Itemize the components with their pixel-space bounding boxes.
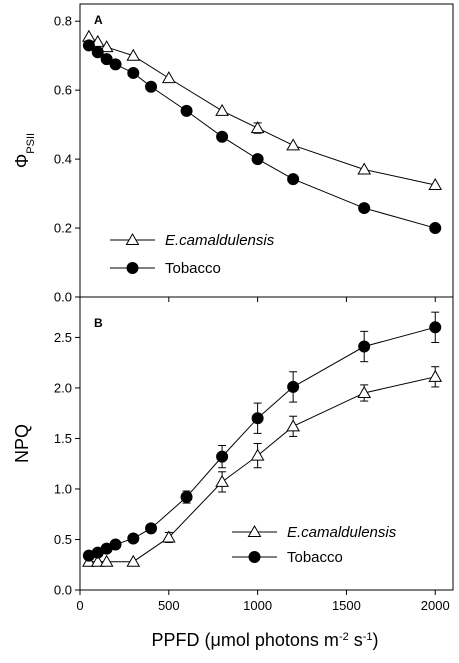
data-point xyxy=(250,121,265,134)
data-point xyxy=(358,340,371,353)
panel-label: B xyxy=(94,316,103,330)
y-tick-label: 0.2 xyxy=(54,221,72,236)
data-point xyxy=(287,173,300,186)
data-point xyxy=(161,71,176,84)
data-point xyxy=(287,380,300,393)
series-tobacco xyxy=(82,311,442,562)
data-point xyxy=(286,419,301,432)
data-point xyxy=(99,554,114,567)
data-point xyxy=(429,222,442,235)
data-point xyxy=(357,162,372,175)
y-tick-label: 1.0 xyxy=(54,481,72,496)
data-point xyxy=(251,153,264,166)
data-point xyxy=(109,58,122,71)
legend-marker xyxy=(248,551,261,563)
data-point xyxy=(180,491,193,504)
data-point xyxy=(358,202,371,215)
data-point xyxy=(216,130,229,143)
data-point xyxy=(126,554,141,567)
series-line xyxy=(88,326,436,557)
y-tick-label: 1.5 xyxy=(54,431,72,446)
legend-label: E.camaldulensis xyxy=(287,524,397,541)
legend-label: Tobacco xyxy=(165,260,221,277)
legend: E.camaldulensis Tobacco xyxy=(232,524,397,566)
data-point xyxy=(91,46,104,59)
y-tick-label: 0.8 xyxy=(54,14,72,29)
x-tick-label: 0 xyxy=(76,598,83,613)
legend-label: E.camaldulensis xyxy=(165,232,275,249)
series-e-camaldulensis xyxy=(82,366,443,567)
data-point xyxy=(180,104,193,117)
data-point xyxy=(127,532,140,545)
x-tick-label: 1500 xyxy=(332,598,361,613)
series-tobacco xyxy=(82,39,442,235)
x-tick-label: 2000 xyxy=(421,598,450,613)
plot-frame xyxy=(79,296,454,591)
y-tick-label: 2.0 xyxy=(54,380,72,395)
panel-label: A xyxy=(94,13,103,27)
data-point xyxy=(357,385,372,398)
y-tick-label: 0.6 xyxy=(54,83,72,98)
data-point xyxy=(126,48,141,61)
data-point xyxy=(161,530,176,543)
y-tick-label: 2.5 xyxy=(54,330,72,345)
y-tick-label: 0.5 xyxy=(54,532,72,547)
data-point xyxy=(215,474,229,487)
x-tick-label: 1000 xyxy=(243,598,272,613)
data-point xyxy=(145,80,158,93)
y-tick-label: 0.0 xyxy=(54,290,72,305)
legend-marker xyxy=(126,262,139,274)
legend-label: Tobacco xyxy=(287,549,343,566)
data-point xyxy=(286,138,301,151)
data-point xyxy=(82,39,95,52)
data-point xyxy=(251,412,264,425)
data-point xyxy=(428,369,443,382)
data-point xyxy=(109,538,122,551)
y-axis-title: ΦPSII xyxy=(12,133,37,168)
x-axis-title: PPFD (μmol photons m-2 s-1) xyxy=(151,630,378,650)
data-point xyxy=(428,177,443,190)
series-line xyxy=(88,376,436,563)
data-point xyxy=(216,450,229,463)
y-axis-title: NPQ xyxy=(12,424,32,463)
data-point xyxy=(250,448,265,461)
series-e-camaldulensis xyxy=(82,29,443,190)
data-point xyxy=(145,522,158,535)
data-point xyxy=(99,40,114,53)
y-tick-label: 0.0 xyxy=(54,583,72,598)
panel-b: 0.0 0.5 1.0 1.5 2.0 2.5 0 500 1000 1500 2000 NPQ B E.… xyxy=(12,296,454,613)
legend-marker xyxy=(125,232,140,245)
plot-frame xyxy=(79,3,454,298)
y-tick-label: 0.4 xyxy=(54,152,72,167)
data-point xyxy=(90,554,105,567)
legend: E.camaldulensis Tobacco xyxy=(110,232,275,277)
x-tick-label: 500 xyxy=(158,598,180,613)
data-point xyxy=(215,103,229,116)
panel-a: 0.0 0.2 0.4 0.6 0.8 ΦPSII A E.camaldulensis Toba… xyxy=(12,3,454,305)
data-point xyxy=(429,321,442,334)
data-point xyxy=(100,53,113,66)
data-point xyxy=(127,66,140,79)
series-line xyxy=(88,44,436,229)
legend-marker xyxy=(247,524,262,537)
